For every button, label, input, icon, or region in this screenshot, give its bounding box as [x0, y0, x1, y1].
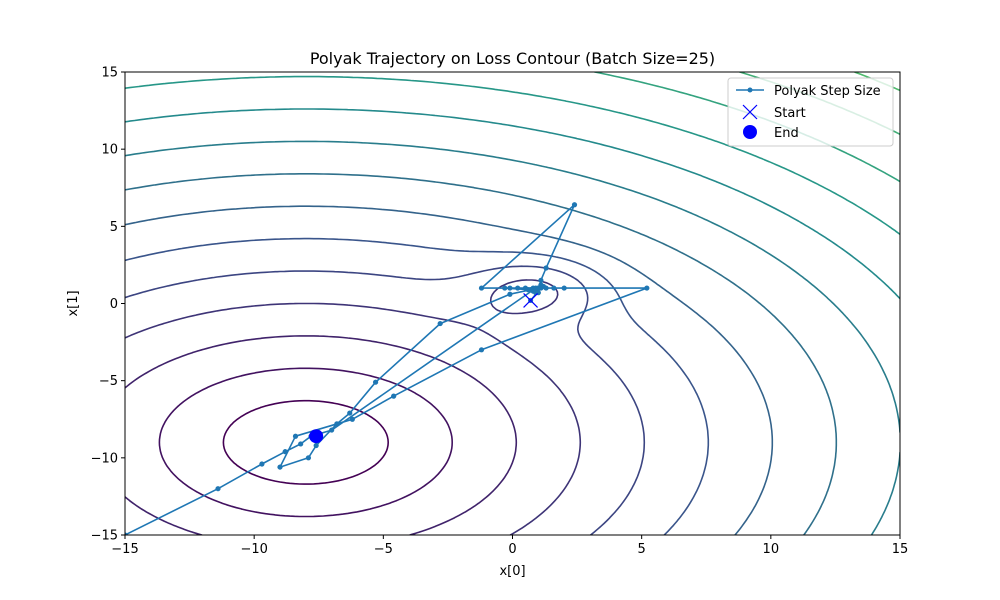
contour-line: [158, 367, 453, 518]
trajectory-point: [277, 464, 283, 470]
trajectory-point: [507, 291, 513, 297]
trajectory-point: [313, 442, 319, 449]
y-axis-label: x[1]: [66, 290, 81, 316]
end-marker: [309, 429, 324, 444]
contour-line: [125, 237, 710, 535]
x-axis-label: x[0]: [499, 564, 525, 579]
x-tick-label: 0: [508, 542, 516, 557]
trajectory-point: [215, 486, 221, 492]
trajectory-point: [347, 410, 353, 416]
y-tick-label: 0: [110, 297, 118, 312]
x-tick-label: −10: [240, 542, 267, 557]
trajectory-point: [543, 265, 549, 271]
trajectory-point: [478, 285, 485, 291]
y-tick-label: −5: [99, 374, 118, 389]
trajectory-point: [502, 285, 508, 291]
y-tick-label: −10: [91, 451, 118, 466]
trajectory-point: [334, 421, 340, 427]
contour-line: [125, 279, 582, 535]
trajectory-point: [282, 449, 288, 455]
trajectory-point: [305, 455, 312, 461]
contour-line: [125, 173, 838, 535]
legend-x-marker: [742, 104, 758, 120]
trajectory-point: [507, 285, 513, 291]
trajectory-point: [515, 285, 521, 291]
y-tick-label: −15: [91, 529, 118, 544]
legend: Polyak Step Size Start End: [727, 77, 894, 147]
y-tick-label: 15: [101, 66, 118, 81]
start-marker: [523, 292, 539, 308]
legend-dot-marker: [747, 87, 753, 93]
contour-line: [125, 265, 646, 535]
x-tick-label: 15: [892, 542, 909, 557]
trajectory-point: [349, 416, 355, 422]
contour-line: [125, 335, 518, 535]
legend-circle-marker: [743, 125, 757, 139]
x-tick-label: −5: [374, 542, 393, 557]
trajectory-point: [437, 320, 443, 327]
x-axis-ticks: −15 −10 −5 0 5 10 15: [111, 535, 908, 557]
trajectory-point: [292, 433, 299, 439]
legend-label-end: End: [774, 126, 799, 141]
trajectory-point: [533, 285, 539, 291]
x-tick-label: 10: [763, 542, 780, 557]
chart-title: Polyak Trajectory on Loss Contour (Batch…: [310, 49, 715, 68]
legend-box: [727, 77, 894, 147]
trajectory-point: [259, 461, 265, 467]
trajectory-point: [298, 441, 304, 447]
trajectory-point: [527, 287, 534, 293]
legend-label-polyak: Polyak Step Size: [774, 84, 881, 99]
y-tick-label: 10: [101, 143, 118, 158]
trajectory-point: [372, 379, 379, 385]
trajectory-point: [391, 393, 397, 399]
y-tick-label: 5: [110, 220, 118, 235]
trajectory-point: [571, 202, 578, 208]
trajectory-point: [551, 285, 557, 291]
trajectory-point: [644, 285, 650, 291]
legend-label-start: Start: [774, 106, 806, 121]
contour-line: [222, 399, 389, 485]
trajectory-point: [329, 427, 335, 433]
trajectory: [125, 202, 650, 535]
trajectory-point: [538, 277, 544, 283]
y-axis-ticks: −15 −10 −5 0 5 10 15: [91, 66, 125, 544]
trajectory-point: [561, 285, 567, 291]
trajectory-point: [478, 347, 485, 353]
x-tick-label: −15: [111, 542, 138, 557]
x-tick-label: 5: [638, 542, 646, 557]
trajectory-point: [543, 285, 549, 291]
trajectory-point: [125, 532, 128, 535]
